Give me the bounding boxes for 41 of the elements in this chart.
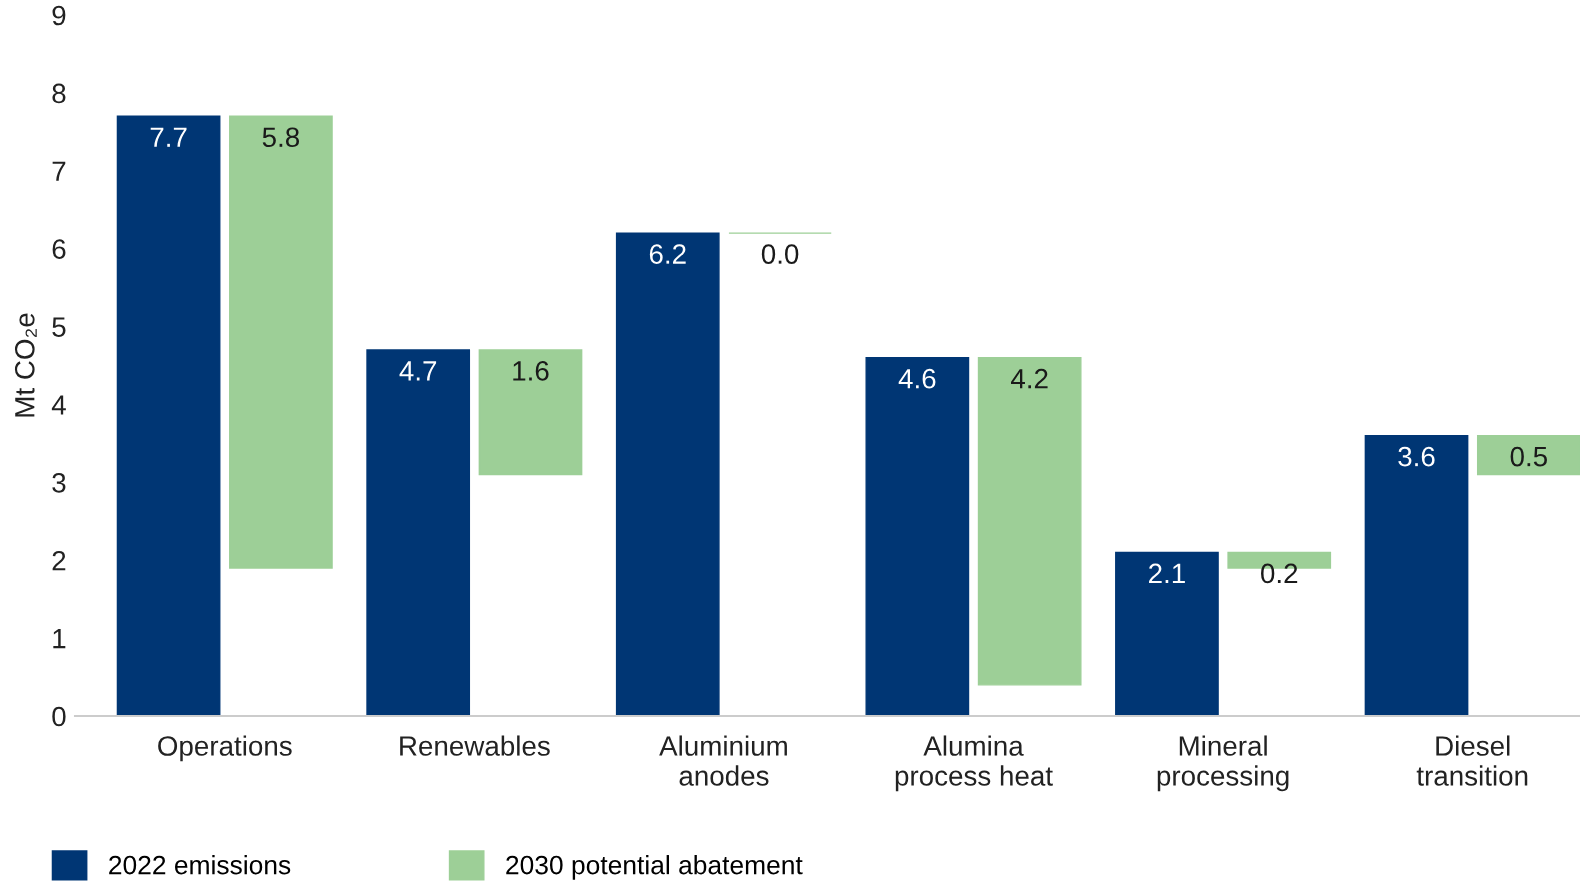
x-tick-label: Aluminium anodes bbox=[659, 735, 787, 786]
data-label: 4.2 bbox=[1011, 368, 1048, 389]
y-tick-label: 5 bbox=[52, 317, 66, 337]
data-label: 1.6 bbox=[513, 361, 549, 381]
y-tick-label: 3 bbox=[52, 473, 66, 493]
y-tick-label: 1 bbox=[53, 629, 66, 649]
data-label: 0.2 bbox=[1261, 563, 1298, 584]
bar bbox=[1115, 551, 1219, 716]
y-tick-label: 8 bbox=[52, 83, 66, 104]
bar bbox=[366, 349, 471, 716]
bar bbox=[478, 349, 583, 476]
bar bbox=[116, 115, 221, 716]
data-label: 0.0 bbox=[761, 244, 799, 264]
legend-label: 2030 potential abatement bbox=[506, 855, 803, 880]
y-tick-label: 4 bbox=[51, 395, 66, 415]
data-label: 4.7 bbox=[399, 361, 437, 381]
x-tick-label: Diesel transition bbox=[1416, 735, 1528, 786]
y-tick-label: 2 bbox=[52, 550, 66, 571]
y-tick-label: 7 bbox=[52, 161, 66, 181]
data-label: 4.6 bbox=[898, 368, 936, 389]
bar bbox=[977, 357, 1082, 686]
bar bbox=[615, 232, 720, 716]
bar bbox=[229, 115, 333, 569]
data-label: 7.7 bbox=[150, 127, 187, 147]
y-axis-title: Mt CO₂e bbox=[14, 313, 37, 417]
bar bbox=[1364, 434, 1469, 716]
data-label: 5.8 bbox=[262, 127, 300, 148]
y-tick-label: 9 bbox=[52, 5, 66, 26]
x-tick-label: Alumina process heat bbox=[895, 735, 1053, 792]
y-tick-label: 0 bbox=[52, 706, 66, 727]
x-tick-label: Operations bbox=[158, 735, 292, 762]
data-label: 6.2 bbox=[649, 244, 686, 264]
data-label: 0.5 bbox=[1510, 446, 1547, 467]
bar bbox=[1476, 434, 1580, 476]
data-label: 2.1 bbox=[1149, 563, 1185, 583]
data-label: 3.6 bbox=[1398, 446, 1435, 467]
bar bbox=[865, 357, 970, 716]
x-tick-label: Mineral processing bbox=[1157, 735, 1289, 792]
y-tick-label: 6 bbox=[52, 239, 66, 260]
legend-label: 2022 emissions bbox=[109, 855, 291, 875]
x-tick-label: Renewables bbox=[400, 735, 550, 756]
